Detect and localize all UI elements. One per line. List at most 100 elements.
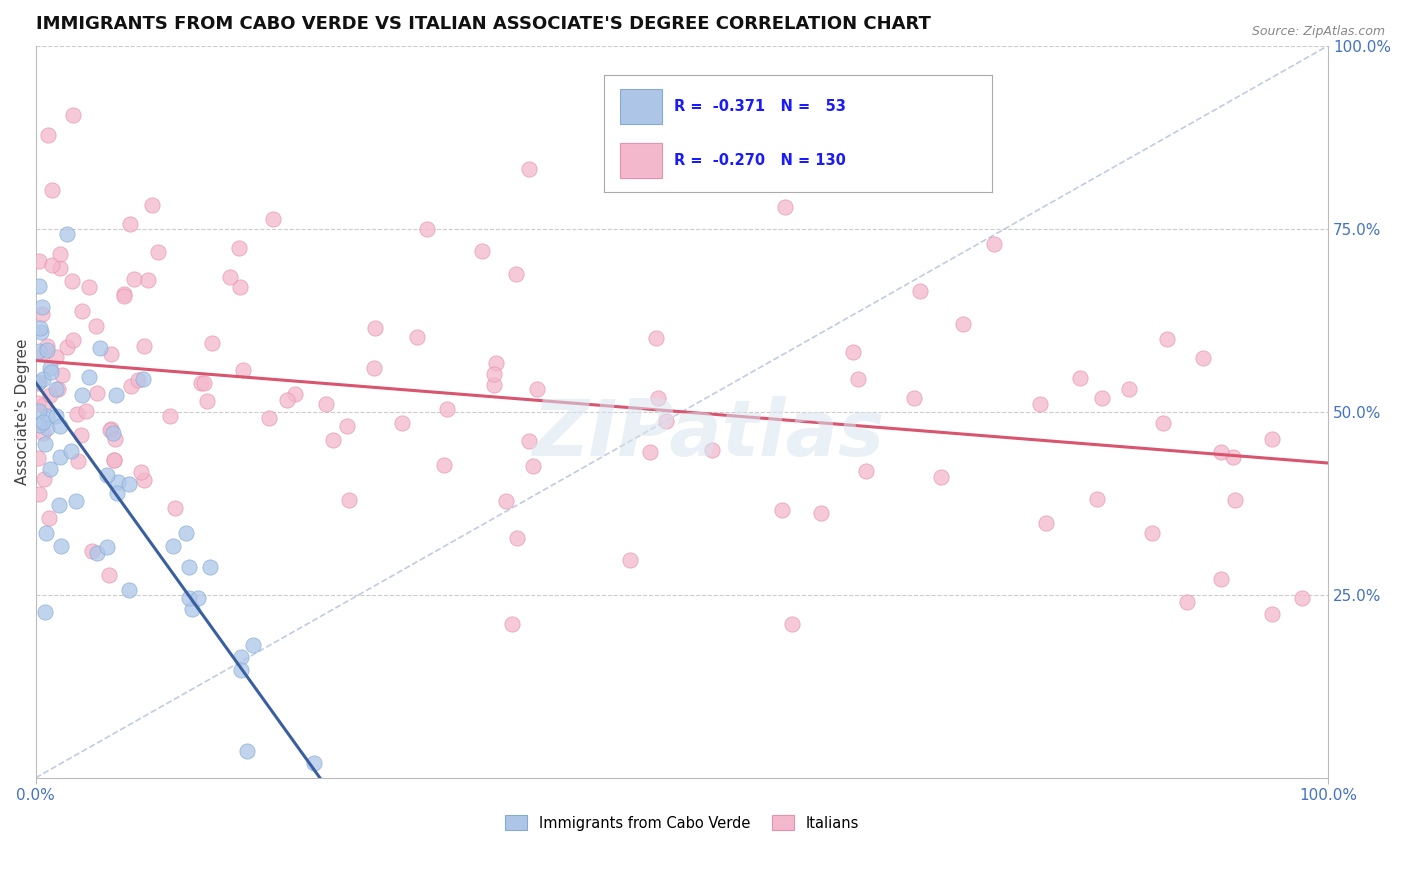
Point [48, 260, 70, 275]
Point [1225, 493, 1247, 508]
Point [522, 458, 544, 473]
Point [842, 344, 865, 359]
Point [37, 421, 59, 435]
Point [218, 269, 240, 284]
Point [162, 539, 184, 553]
Point [262, 212, 284, 227]
Point [27, 487, 49, 501]
Point [62, 333, 84, 347]
Point [31, 300, 53, 314]
Point [28, 404, 51, 418]
Point [1029, 397, 1052, 411]
Point [1035, 516, 1057, 530]
Point [655, 414, 678, 428]
Point [86, 385, 108, 400]
Point [86, 546, 108, 560]
Point [122, 272, 145, 286]
Point [27, 253, 49, 268]
Point [855, 464, 877, 478]
Point [229, 663, 252, 677]
Y-axis label: Associate's Degree: Associate's Degree [15, 339, 30, 485]
Point [107, 475, 129, 489]
Point [98, 423, 121, 437]
Point [1222, 450, 1244, 464]
Point [846, 372, 869, 386]
Point [31, 307, 53, 321]
Point [903, 391, 925, 405]
Point [62, 108, 84, 122]
Point [27, 396, 49, 410]
Point [1260, 607, 1282, 622]
Point [100, 347, 122, 361]
Point [257, 410, 280, 425]
Point [782, 617, 804, 632]
Point [35, 525, 58, 540]
Point [49, 450, 72, 465]
Point [75, 403, 97, 417]
Point [336, 419, 359, 434]
Point [929, 470, 952, 484]
Point [810, 506, 832, 520]
Point [141, 198, 163, 212]
Point [84, 318, 107, 333]
Point [232, 362, 254, 376]
Point [228, 241, 250, 255]
Point [28, 375, 51, 389]
Point [364, 321, 387, 335]
Point [28, 343, 51, 358]
Point [284, 386, 307, 401]
Point [177, 560, 200, 574]
Point [146, 244, 169, 259]
Point [96, 541, 118, 555]
Point [51, 368, 73, 383]
Point [45, 382, 67, 396]
Point [1192, 351, 1215, 366]
Point [229, 280, 252, 294]
Point [484, 356, 506, 370]
Point [645, 331, 668, 345]
Point [49, 418, 72, 433]
Point [31, 415, 53, 429]
Point [1209, 572, 1232, 586]
Point [32, 472, 55, 486]
Point [315, 397, 337, 411]
Point [159, 409, 181, 424]
Point [104, 433, 127, 447]
Point [127, 373, 149, 387]
Point [41, 258, 63, 272]
Point [105, 388, 128, 402]
Point [41, 183, 63, 197]
Point [242, 638, 264, 652]
Point [77, 280, 100, 294]
Point [65, 493, 87, 508]
Point [163, 500, 186, 515]
Point [671, 112, 693, 126]
Point [775, 200, 797, 214]
Point [82, 544, 104, 558]
Point [1085, 492, 1108, 507]
Point [505, 268, 527, 282]
Point [38, 388, 60, 402]
Point [101, 425, 124, 440]
Point [723, 148, 745, 162]
Point [34, 605, 56, 619]
Point [696, 170, 718, 185]
Point [1156, 332, 1178, 346]
Point [34, 437, 56, 451]
Point [56, 340, 79, 354]
Point [72, 304, 94, 318]
Point [983, 236, 1005, 251]
Text: ZIPatlas: ZIPatlas [531, 396, 884, 472]
Point [35, 343, 58, 358]
Point [77, 369, 100, 384]
Point [70, 427, 93, 442]
Point [97, 568, 120, 582]
Point [89, 341, 111, 355]
Point [619, 127, 641, 141]
Point [322, 433, 344, 447]
Point [32, 425, 55, 440]
Point [48, 499, 70, 513]
Point [1261, 432, 1284, 446]
Point [501, 616, 523, 631]
Point [32, 372, 55, 386]
